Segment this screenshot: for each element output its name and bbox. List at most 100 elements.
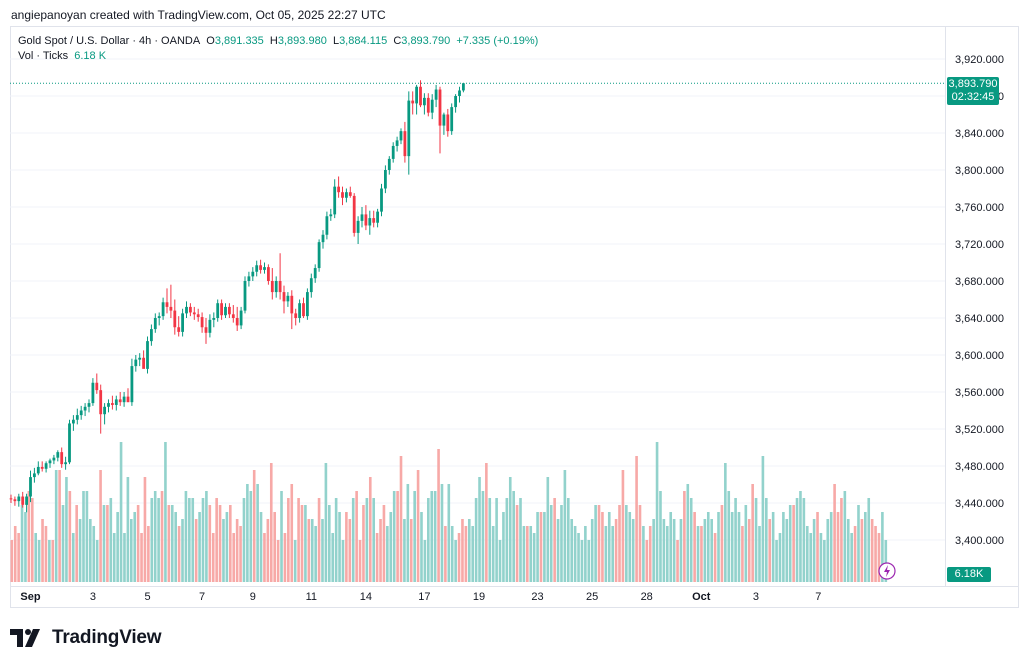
volume-bar bbox=[177, 526, 181, 582]
price-tick-label: 3,560.000 bbox=[955, 387, 1004, 399]
time-tick-label: 28 bbox=[641, 591, 653, 603]
volume-bar bbox=[129, 519, 133, 582]
candle-body bbox=[177, 327, 181, 332]
candle-body bbox=[72, 419, 75, 424]
candle-body bbox=[403, 131, 407, 157]
volume-bar bbox=[669, 512, 673, 582]
chart-frame bbox=[10, 26, 1019, 608]
volume-bar bbox=[816, 512, 819, 582]
candle-body bbox=[138, 357, 142, 360]
time-tick-label: 7 bbox=[199, 591, 205, 603]
volume-bar bbox=[437, 449, 440, 582]
candle-body bbox=[282, 292, 286, 302]
candle-body bbox=[200, 317, 204, 328]
volume-bar bbox=[471, 526, 475, 582]
volume-bar bbox=[522, 526, 526, 582]
candle-body bbox=[36, 466, 40, 474]
volume-bar bbox=[625, 505, 628, 582]
candle-body bbox=[434, 89, 438, 100]
volume-bar bbox=[382, 505, 386, 582]
volume-bar bbox=[597, 505, 601, 582]
volume-bar bbox=[44, 526, 48, 582]
candle-body bbox=[52, 457, 56, 461]
candle-body bbox=[103, 406, 106, 415]
volume-bar bbox=[345, 512, 348, 582]
candle-body bbox=[220, 303, 223, 316]
volume-bar bbox=[724, 463, 727, 582]
volume-bar bbox=[846, 519, 850, 582]
volume-bar bbox=[293, 540, 297, 582]
tradingview-logo[interactable]: TradingView bbox=[10, 627, 162, 649]
candle-body bbox=[415, 86, 418, 104]
volume-bar bbox=[495, 498, 498, 582]
volume-bar bbox=[604, 526, 608, 582]
candle-body bbox=[321, 234, 325, 243]
price-tick-label: 3,600.000 bbox=[955, 350, 1004, 362]
volume-bar bbox=[758, 526, 761, 582]
volume-bar bbox=[386, 526, 389, 582]
time-tick-label: 5 bbox=[144, 591, 150, 603]
candle-body bbox=[329, 214, 333, 217]
volume-bar bbox=[351, 498, 355, 582]
volume-bar bbox=[546, 477, 550, 582]
volume-label: Vol · Ticks bbox=[18, 50, 69, 62]
volume-bar bbox=[775, 540, 778, 582]
candle-body bbox=[450, 107, 454, 132]
volume-bar bbox=[20, 505, 24, 582]
candle-body bbox=[9, 498, 13, 500]
candle-body bbox=[255, 265, 259, 272]
volume-bar bbox=[515, 505, 519, 582]
volume-bar bbox=[744, 505, 748, 582]
candle-body bbox=[352, 195, 356, 233]
candle-body bbox=[17, 496, 21, 502]
candle-body bbox=[44, 463, 48, 469]
time-tick-label: 23 bbox=[531, 591, 543, 603]
volume-bar bbox=[348, 519, 352, 582]
candle-body bbox=[122, 396, 126, 403]
candle-body bbox=[235, 318, 239, 326]
candle-body bbox=[387, 158, 391, 170]
symbol-legend[interactable]: Gold Spot / U.S. Dollar · 4h · OANDA O3,… bbox=[18, 35, 538, 47]
volume-bar bbox=[638, 505, 642, 582]
volume-bar bbox=[829, 512, 833, 582]
candle-body bbox=[150, 329, 153, 342]
candle-body bbox=[13, 499, 17, 502]
volume-bar bbox=[696, 526, 700, 582]
volume-bar bbox=[577, 533, 580, 582]
volume-bar bbox=[768, 519, 772, 582]
volume-bar bbox=[211, 533, 215, 582]
volume-bar bbox=[215, 498, 218, 582]
volume-bar bbox=[273, 512, 276, 582]
volume-legend[interactable]: Vol · Ticks 6.18 K bbox=[18, 50, 106, 62]
candle-body bbox=[341, 192, 344, 198]
candle-body bbox=[79, 410, 83, 416]
volume-bar bbox=[92, 526, 96, 582]
volume-bar bbox=[198, 512, 201, 582]
candle-body bbox=[33, 473, 36, 478]
volume-value: 6.18 K bbox=[74, 50, 107, 62]
volume-bar bbox=[676, 540, 679, 582]
lightning-icon bbox=[884, 565, 890, 577]
volume-bar bbox=[266, 519, 270, 582]
volume-bar bbox=[621, 470, 625, 582]
volume-bar bbox=[30, 498, 34, 582]
candle-body bbox=[228, 306, 231, 315]
volume-bar bbox=[505, 498, 509, 582]
candle-body bbox=[348, 192, 352, 196]
volume-bar bbox=[666, 526, 669, 582]
volume-bar bbox=[584, 526, 587, 582]
volume-bar bbox=[242, 498, 246, 582]
candle-body bbox=[274, 281, 278, 293]
volume-bar bbox=[720, 505, 724, 582]
volume-bar bbox=[194, 519, 198, 582]
volume-bar bbox=[799, 491, 802, 582]
volume-bar bbox=[48, 540, 51, 582]
volume-bar bbox=[133, 512, 137, 582]
volume-bar bbox=[529, 526, 533, 582]
volume-bar bbox=[41, 519, 44, 582]
symbol-name: Gold Spot / U.S. Dollar · 4h · OANDA bbox=[18, 35, 201, 47]
time-tick-label: 17 bbox=[418, 591, 430, 603]
volume-bar bbox=[823, 540, 826, 582]
candle-body bbox=[267, 267, 270, 281]
